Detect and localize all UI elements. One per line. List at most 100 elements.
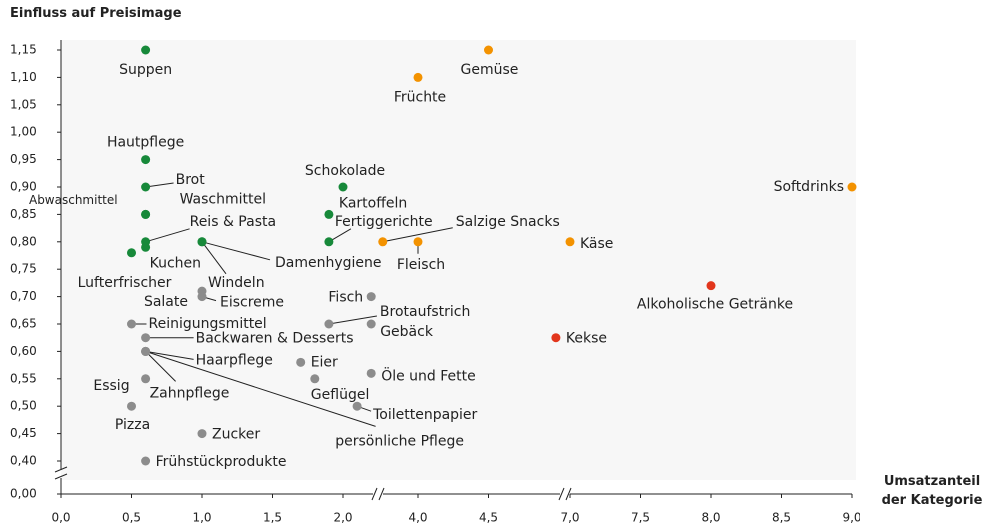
y-tick-label: 1,15: [10, 43, 37, 57]
x-tick-label: 9,0: [842, 511, 860, 525]
point-label: Lufterfrischer: [78, 275, 172, 291]
point-label: Reinigungsmittel: [149, 316, 267, 332]
point: [127, 319, 136, 329]
leader-line: [145, 228, 190, 243]
y-axis-title: Einfluss auf Preisimage: [10, 6, 182, 21]
point: [310, 374, 320, 384]
point-label: Toilettenpapier: [372, 407, 477, 423]
y-tick-label: 0,90: [10, 180, 37, 194]
y-tick-label: 1,05: [10, 97, 37, 111]
point-label: Brot: [176, 172, 206, 188]
axis-break: [565, 487, 572, 501]
x-tick-label: 0,5: [122, 511, 141, 525]
point: [141, 374, 151, 384]
point-label: Waschmittel: [180, 191, 266, 207]
point-label: Kuchen: [150, 255, 201, 271]
x-tick-label: 7,5: [631, 511, 650, 525]
x-tick-label: 4,0: [408, 511, 427, 525]
y-tick-label: 0,00: [10, 487, 37, 501]
point-label: Eiscreme: [220, 295, 284, 311]
point: [127, 248, 136, 258]
point-label: Abwaschmittel: [29, 193, 118, 207]
x-tick-label: 1,5: [263, 511, 282, 525]
point: [324, 237, 334, 247]
point-label: Windeln: [208, 275, 265, 291]
point: [366, 292, 376, 302]
point-label: Pizza: [115, 417, 150, 433]
point-label: Brotaufstrich: [380, 304, 471, 320]
point-label: Backwaren & Desserts: [196, 331, 354, 347]
point: [197, 429, 207, 439]
y-tick-label: 0,85: [10, 207, 37, 221]
point: [197, 237, 207, 247]
y-tick-label: 0,75: [10, 262, 37, 276]
y-tick-label: 0,80: [10, 234, 37, 248]
point-label: Fertiggerichte: [335, 214, 433, 230]
point: [141, 45, 151, 55]
leader-line: [201, 241, 227, 275]
point-label: Geflügel: [311, 387, 370, 403]
point-label: Gemüse: [461, 62, 519, 78]
point-label: Kekse: [566, 331, 607, 347]
point: [338, 182, 348, 192]
y-tick-label: 0,70: [10, 289, 37, 303]
x-tick-label: 2,0: [333, 511, 352, 525]
point-label: Hautpflege: [107, 135, 184, 151]
axis-break: [54, 466, 68, 473]
point-label: Suppen: [119, 62, 172, 78]
x-tick-label: 8,5: [772, 511, 791, 525]
point-label: Salate: [144, 294, 188, 310]
point-label: Frühstückprodukte: [156, 454, 287, 470]
axis-break: [378, 487, 385, 501]
y-tick-label: 1,00: [10, 125, 37, 139]
point: [551, 333, 561, 343]
y-tick-label: 0,50: [10, 399, 37, 413]
point: [565, 237, 575, 247]
point-label: Käse: [580, 236, 613, 252]
point-label: Softdrinks: [774, 179, 844, 195]
point: [484, 45, 493, 55]
point-label: Essig: [93, 378, 129, 394]
point: [324, 209, 334, 219]
point-label: Kartoffeln: [339, 195, 407, 211]
point-label: Eier: [311, 354, 338, 370]
point: [378, 237, 388, 247]
y-tick-label: 0,65: [10, 317, 37, 331]
point: [847, 182, 857, 192]
leader-line: [145, 350, 194, 360]
leader-line: [382, 227, 453, 243]
y-tick-label: 0,40: [10, 454, 37, 468]
point-label: Schokolade: [305, 163, 385, 179]
x-tick-label: 7,0: [560, 511, 579, 525]
leader-line: [145, 182, 174, 188]
leader-line: [328, 315, 377, 325]
y-tick-label: 0,95: [10, 152, 37, 166]
point: [413, 72, 423, 82]
point-label: Gebäck: [380, 324, 434, 340]
x-tick-label: 1,0: [192, 511, 211, 525]
x-axis-title: Umsatzanteil der Kategorie: [881, 474, 983, 508]
y-tick-label: 0,60: [10, 344, 37, 358]
point: [413, 237, 423, 247]
point-label: Zucker: [212, 427, 260, 443]
point-label: persönliche Pflege: [335, 433, 464, 449]
x-tick-label: 4,5: [479, 511, 498, 525]
point: [197, 292, 207, 302]
chart: 0,00 0,40 0,45 0,50 0,55 0,60 0,65 0,70 0,75 0,80…: [10, 40, 860, 525]
point: [296, 357, 306, 367]
point: [141, 346, 151, 356]
point-label: Haarpflege: [196, 352, 273, 368]
point-label: Fisch: [328, 290, 363, 306]
point-label: Salzige Snacks: [456, 214, 560, 230]
point: [141, 242, 151, 252]
axis-break: [558, 487, 565, 501]
y-tick-label: 0,55: [10, 371, 37, 385]
axis-break: [54, 473, 68, 480]
y-tick-label: 0,45: [10, 426, 37, 440]
x-tick-label: 0,0: [51, 511, 70, 525]
axis-break: [371, 487, 378, 501]
point: [141, 182, 151, 192]
point-label: Reis & Pasta: [190, 214, 276, 230]
leader-line: [201, 241, 271, 261]
